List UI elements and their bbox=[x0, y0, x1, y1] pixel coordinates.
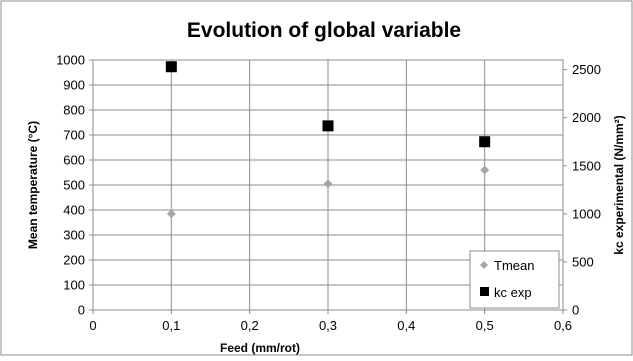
x-tick-label: 0,6 bbox=[554, 318, 572, 333]
x-tick-label: 0 bbox=[89, 318, 96, 333]
y-tick-label: 700 bbox=[63, 128, 85, 143]
legend-marker-tmean bbox=[480, 261, 488, 269]
data-point-kc-exp bbox=[322, 120, 334, 132]
x-axis-label: Feed (mm/rot) bbox=[220, 341, 300, 355]
y-axis-label: Mean temperature (°C) bbox=[26, 121, 40, 249]
y2-tick-label: 2500 bbox=[572, 62, 601, 77]
y-tick-label: 0 bbox=[78, 303, 85, 318]
data-points bbox=[165, 61, 491, 219]
x-tick-label: 0,5 bbox=[476, 318, 494, 333]
y-tick-label: 800 bbox=[63, 103, 85, 118]
y-tick-label: 300 bbox=[63, 228, 85, 243]
y2-axis-label: kc experimental (N/mm²) bbox=[612, 115, 626, 254]
data-point-kc-exp bbox=[479, 136, 491, 148]
y2-tick-label: 1000 bbox=[572, 206, 601, 221]
x-axis-ticks: 0 0,1 0,2 0,3 0,4 0,5 0,6 bbox=[89, 310, 572, 333]
data-point-tmean bbox=[166, 209, 176, 219]
legend-marker-kc-exp bbox=[480, 287, 489, 296]
y-tick-label: 500 bbox=[63, 178, 85, 193]
y-tick-label: 200 bbox=[63, 253, 85, 268]
y2-tick-label: 1500 bbox=[572, 158, 601, 173]
x-tick-label: 0,3 bbox=[319, 318, 337, 333]
data-point-tmean bbox=[480, 165, 490, 175]
y2-tick-label: 0 bbox=[572, 303, 579, 318]
legend-label-tmean: Tmean bbox=[494, 258, 534, 273]
y-tick-label: 100 bbox=[63, 278, 85, 293]
x-tick-label: 0,1 bbox=[162, 318, 180, 333]
y-axis-ticks: 0 100 200 300 400 500 600 700 800 900 1000 bbox=[56, 53, 93, 318]
data-point-kc-exp bbox=[165, 61, 177, 73]
legend-box bbox=[469, 250, 560, 309]
data-point-tmean bbox=[323, 179, 333, 189]
chart-title: Evolution of global variable bbox=[187, 19, 461, 42]
y2-tick-label: 500 bbox=[572, 254, 594, 269]
y2-tick-label: 2000 bbox=[572, 110, 601, 125]
y2-axis-ticks: 0 500 1000 1500 2000 2500 bbox=[563, 62, 601, 318]
y-tick-label: 600 bbox=[63, 153, 85, 168]
y-tick-label: 400 bbox=[63, 203, 85, 218]
x-tick-label: 0,4 bbox=[397, 318, 415, 333]
x-tick-label: 0,2 bbox=[241, 318, 259, 333]
legend: Tmean kc exp bbox=[469, 250, 560, 309]
y-tick-label: 900 bbox=[63, 78, 85, 93]
legend-label-kc-exp: kc exp bbox=[494, 285, 532, 300]
y-tick-label: 1000 bbox=[56, 53, 85, 68]
